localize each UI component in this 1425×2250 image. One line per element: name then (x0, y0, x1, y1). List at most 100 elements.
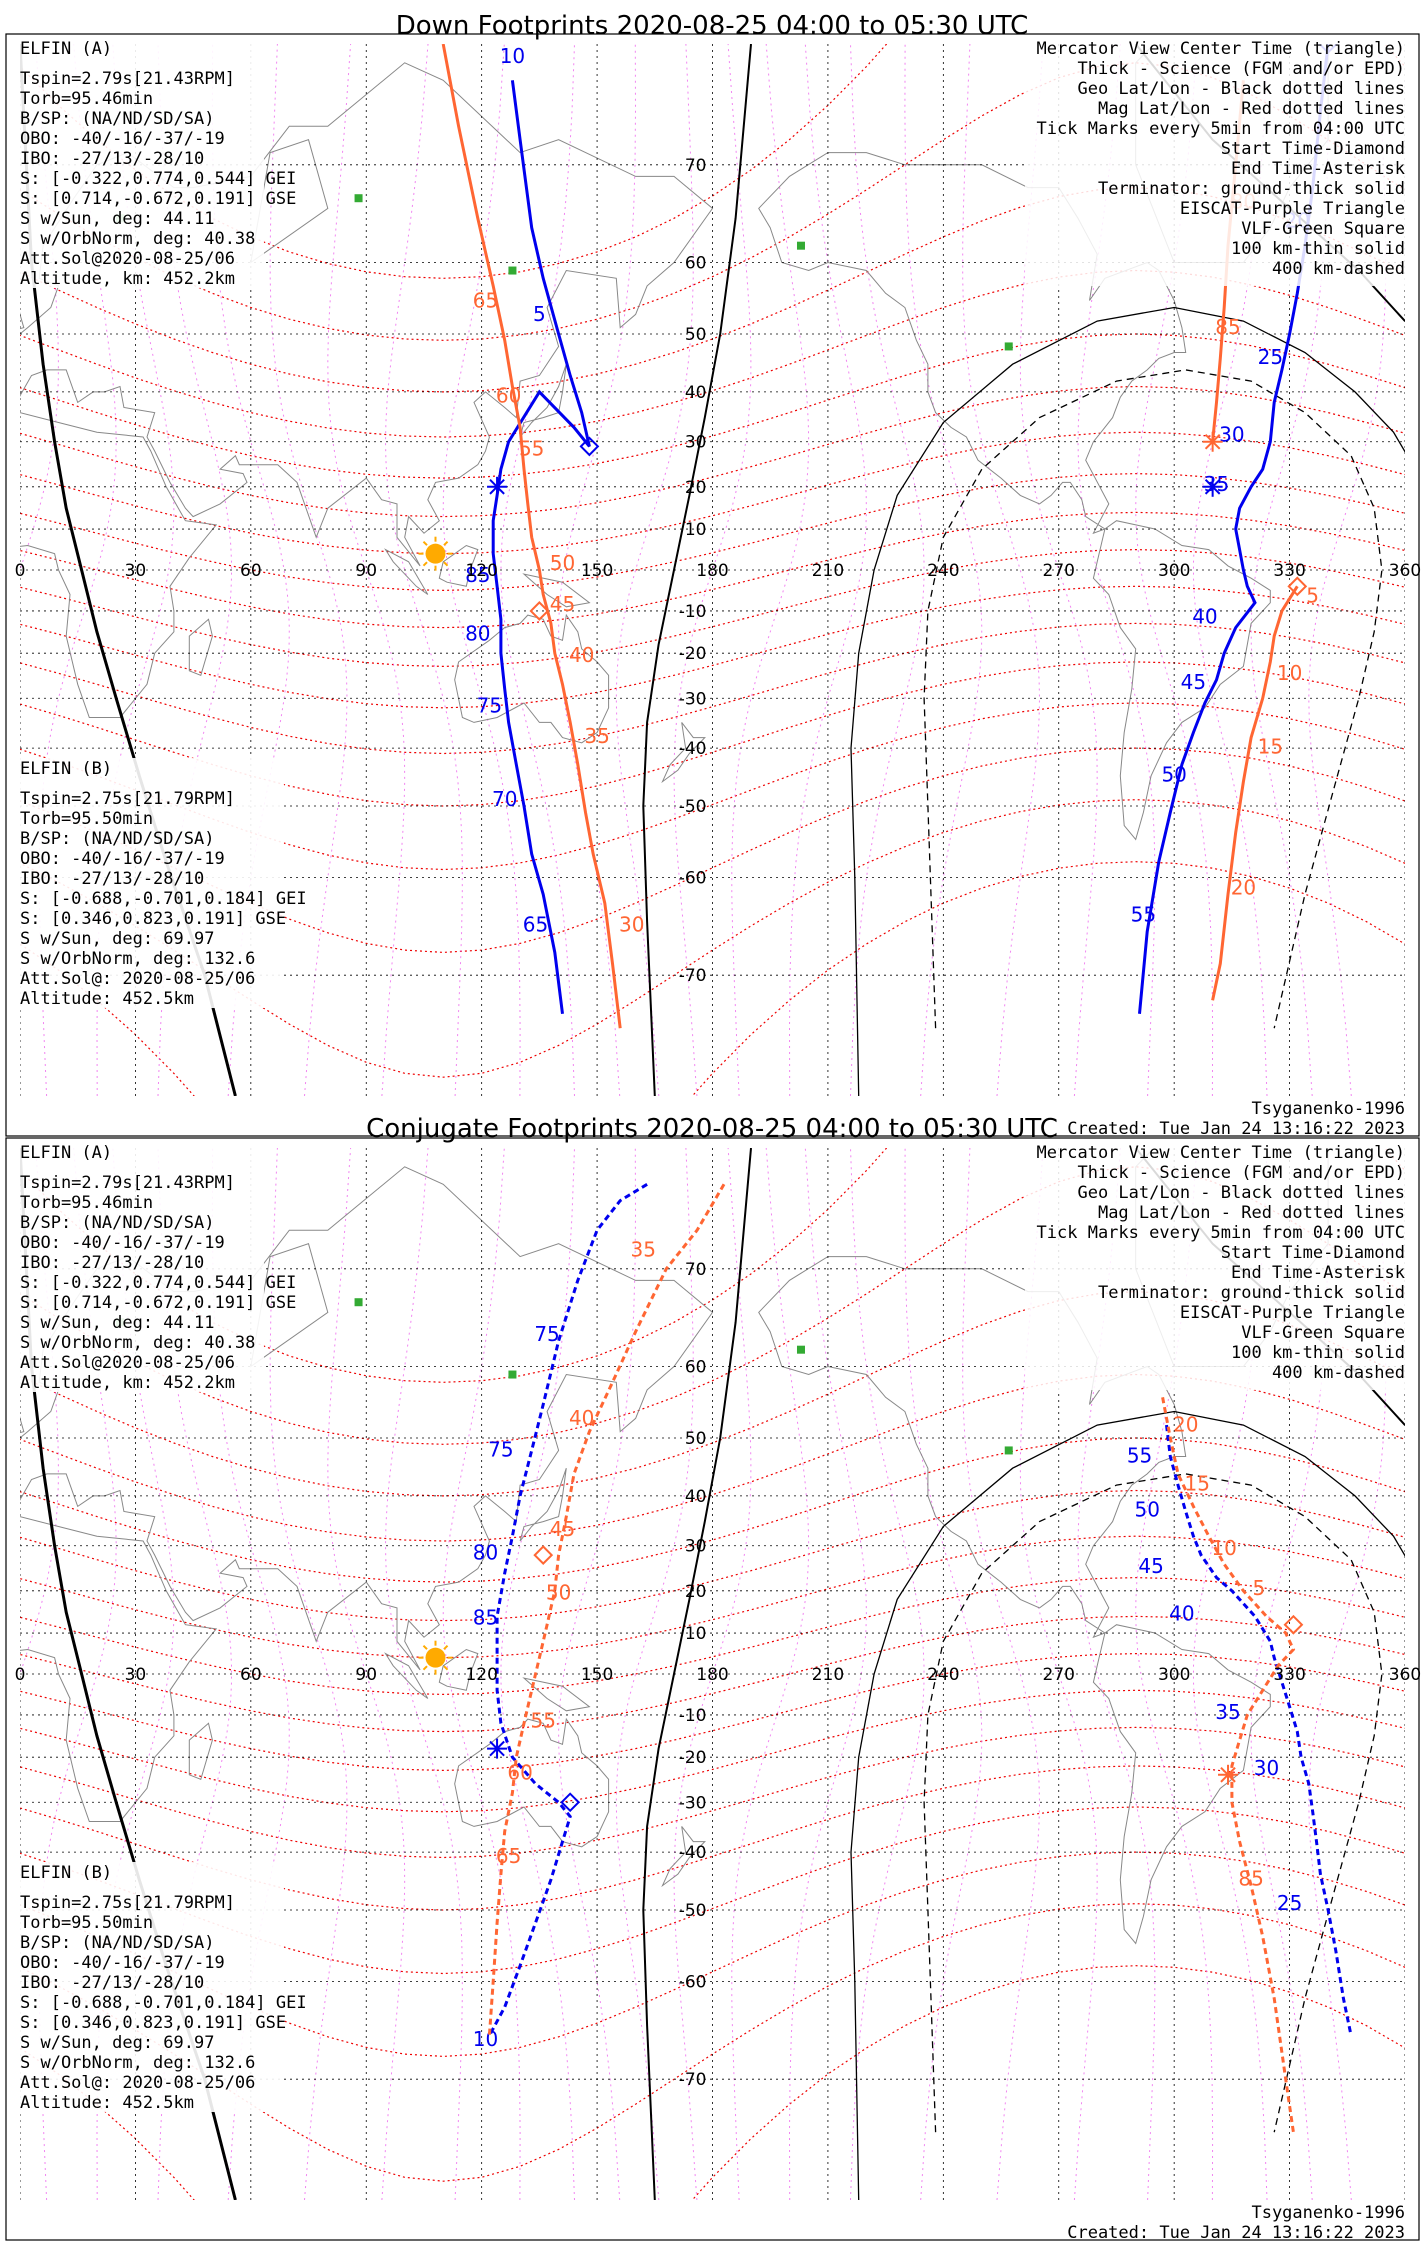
conjugate-mag-lat-line (20, 1689, 1405, 1813)
down-mag-lon-line (558, 44, 637, 1096)
conjugate-lon-tick-label: 300 (1158, 1665, 1190, 1685)
conjugate-elfin-a-line: IBO: -27/13/-28/10 (20, 1253, 204, 1273)
conjugate-lat-tick-label: -30 (679, 1793, 707, 1813)
down-vlf-station (796, 241, 805, 250)
conjugate-elfin-b-info-bg (14, 1862, 284, 2112)
conjugate-lat-tick-label: 10 (685, 1624, 707, 1644)
down-lon-tick-label: 90 (355, 561, 377, 581)
down-coastline (661, 722, 706, 784)
conjugate-sun-ray (422, 1644, 428, 1650)
conjugate-mag-lat-line (20, 1576, 1405, 1696)
conjugate-coastline (519, 1468, 567, 1542)
down-start-diamond (1287, 576, 1308, 597)
conjugate-terminator-east (642, 1148, 752, 2200)
down-lat-tick-label: 10 (685, 520, 707, 540)
down-end-asterisk (489, 479, 505, 495)
conjugate-lon-tick-label: 120 (465, 1665, 497, 1685)
down-mag-lon-line (788, 44, 867, 1096)
conjugate-lat-tick-label: -50 (679, 1901, 707, 1921)
down-legend-item: Geo Lat/Lon - Black dotted lines (1077, 79, 1405, 99)
down-mag-lat-line (20, 622, 1405, 755)
down-lat-tick-label: -40 (679, 739, 707, 759)
conjugate-elfin-a-line: Att.Sol@2020-08-25/06 (20, 1353, 235, 1373)
conjugate-lat-tick-label: 50 (685, 1429, 707, 1449)
down-track-tick-label: 10 (1277, 661, 1302, 685)
conjugate-end-asterisk (489, 1740, 505, 1757)
down-lon-tick-label: 60 (240, 561, 262, 581)
down-track-tick-label: 45 (550, 592, 575, 616)
conjugate-mag-lon-line (1135, 1148, 1214, 2200)
conjugate-legend-item: Terminator: ground-thick solid (1098, 1283, 1405, 1303)
down-track-tick-label: 75 (477, 694, 502, 718)
down-elfin-b-line: IBO: -27/13/-28/10 (20, 869, 204, 889)
down-start-diamond (529, 601, 550, 621)
down-lon-tick-label: 240 (927, 561, 959, 581)
conjugate-coastline (20, 1416, 25, 1434)
down-elfin-b-line: S: [0.346,0.823,0.191] GSE (20, 909, 286, 929)
down-lat-tick-label: 60 (685, 254, 707, 274)
down-track-tick-label: 65 (473, 289, 498, 313)
conjugate-mag-lat-line (20, 1806, 1405, 1975)
conjugate-elfin-b-line: Torb=95.50min (20, 1913, 153, 1933)
conjugate-elfin-b-line: OBO: -40/-16/-37/-19 (20, 1953, 225, 1973)
conjugate-coastline (1092, 1624, 1271, 1945)
down-track-3 (441, 44, 622, 1029)
down-elfin-a-line: S: [0.714,-0.672,0.191] GSE (20, 189, 296, 209)
conjugate-elfin-b-line: Altitude: 452.5km (20, 2093, 194, 2113)
down-mag-lon-line (500, 44, 575, 1096)
conjugate-track-tick-label: 40 (1169, 1602, 1194, 1626)
conjugate-mag-lat-line (20, 1765, 1405, 1911)
conjugate-lat-tick-label: 70 (685, 1260, 707, 1280)
down-coastline (454, 613, 610, 744)
down-mag-lon-line (269, 44, 348, 1096)
down-elfin-b-info-bg (14, 758, 284, 1008)
conjugate-created-timestamp: Created: Tue Jan 24 13:16:22 2023 (1067, 2223, 1405, 2243)
conjugate-mag-lon-line (904, 1148, 983, 2200)
down-mag-lat-line (20, 585, 1405, 709)
down-elfin-b-line: OBO: -40/-16/-37/-19 (20, 849, 225, 869)
conjugate-vlf-station (354, 1298, 363, 1307)
down-track-tick-label: 50 (1161, 763, 1186, 787)
conjugate-track-tick-label: 60 (507, 1760, 532, 1784)
conjugate-elfin-a-line: S w/OrbNorm, deg: 40.38 (20, 1333, 255, 1353)
down-sun-ray (422, 561, 428, 567)
conjugate-elfin-a-line: OBO: -40/-16/-37/-19 (20, 1233, 225, 1253)
down-elfin-b-line: Att.Sol@: 2020-08-25/06 (20, 969, 255, 989)
conjugate-contour-100km (850, 1410, 1405, 2200)
down-elfin-b-line: S w/OrbNorm, deg: 132.6 (20, 949, 255, 969)
down-mag-lat-line (20, 269, 1405, 438)
conjugate-mag-lon-line (558, 1148, 637, 2200)
down-elfin-b-line: S: [-0.688,-0.701,0.184] GEI (20, 889, 307, 909)
down-elfin-b-line: S w/Sun, deg: 69.97 (20, 929, 214, 949)
down-coastline (188, 618, 213, 676)
down-legend-item: End Time-Asterisk (1231, 159, 1405, 179)
conjugate-track-tick-label: 55 (1127, 1443, 1152, 1467)
down-track-5 (1211, 585, 1299, 1001)
conjugate-elfin-a-line: Tspin=2.79s[21.43RPM] (20, 1173, 235, 1193)
down-start-diamond (579, 436, 600, 457)
down-mag-lon-line (673, 44, 752, 1096)
conjugate-elfin-a-info-bg (14, 1142, 264, 1392)
down-track-tick-label: 65 (523, 913, 548, 937)
down-track-tick-label: 5 (533, 302, 546, 326)
conjugate-track-tick-label: 10 (1211, 1536, 1236, 1560)
down-track-tick-label: 85 (465, 563, 490, 587)
conjugate-track-2 (1165, 1424, 1353, 2036)
conjugate-elfin-b-line: S: [-0.688,-0.701,0.184] GEI (20, 1993, 307, 2013)
conjugate-elfin-a-info: ELFIN (A) Tspin=2.79s[21.43RPM]Torb=95.46… (14, 1142, 296, 1393)
down-mag-lon-line (1250, 44, 1329, 1096)
down-mag-lon-line (211, 44, 290, 1096)
down-frame (5, 33, 1420, 1137)
down-lat-tick-label: 40 (685, 383, 707, 403)
down-track-tick-label: 55 (1131, 903, 1156, 927)
down-elfin-a-line: S w/Sun, deg: 44.11 (20, 209, 214, 229)
conjugate-legend-item: 400 km-dashed (1272, 1363, 1405, 1383)
conjugate-coastline (384, 1652, 429, 1699)
down-sun-marker (425, 543, 446, 564)
down-vlf-station (354, 194, 363, 203)
conjugate-track-tick-label: 65 (496, 1844, 521, 1868)
conjugate-coastline (522, 1677, 591, 1712)
conjugate-track-1 (488, 1183, 648, 2037)
conjugate-mag-lon-line (157, 1148, 232, 2200)
